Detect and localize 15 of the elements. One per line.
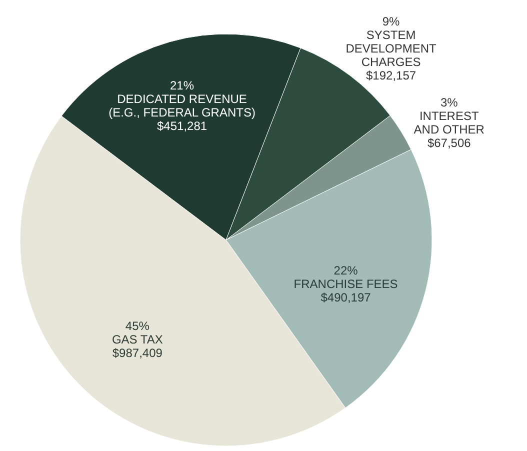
text: 22% — [334, 263, 358, 278]
slice-label: INTEREST AND OTHER — [414, 109, 485, 137]
slice-label: GAS TAX — [112, 332, 163, 347]
text: 21% — [170, 78, 194, 92]
text: 3% — [440, 96, 458, 110]
slice-label: SYSTEM DEVELOPMENT CHARGES — [346, 28, 438, 69]
data-label: $987,409 — [112, 346, 163, 360]
data-label: $192,157 — [366, 68, 416, 82]
slice-label: DEDICATED REVENUE (E.G., FEDERAL GRANTS) — [108, 92, 256, 120]
data-label: $451,281 — [156, 118, 208, 133]
text: 45% — [125, 319, 150, 334]
text: 9% — [382, 14, 400, 28]
data-label: $67,506 — [427, 136, 472, 150]
data-label: $490,197 — [320, 290, 372, 304]
slice-label: FRANCHISE FEES — [294, 276, 398, 291]
